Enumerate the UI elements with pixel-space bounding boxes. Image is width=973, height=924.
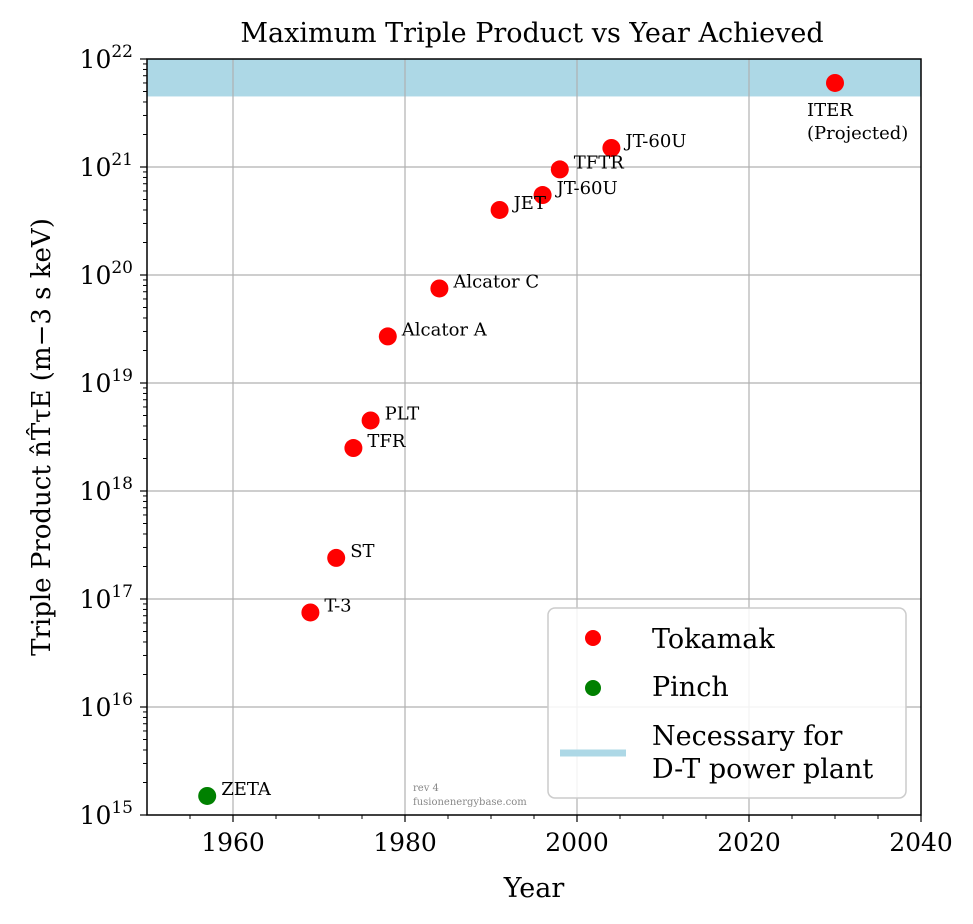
legend-marker-pinch — [585, 680, 601, 696]
x-tick-label: 2040 — [889, 828, 953, 857]
points-layer — [198, 73, 844, 805]
y-tick-label: 1015 — [80, 798, 133, 830]
y-tick-label: 1022 — [80, 42, 133, 74]
x-tick-label: 1980 — [373, 828, 437, 857]
point-label: Alcator C — [452, 271, 539, 292]
point-tokamak-t-3 — [301, 603, 320, 622]
y-tick-label: 1021 — [80, 150, 133, 182]
point-label: JT-60U — [623, 131, 686, 152]
x-tick-label: 2020 — [717, 828, 781, 857]
legend-label-band-line-2: D-T power plant — [652, 754, 873, 785]
point-label: ITER — [807, 100, 853, 121]
legend-label-tokamak: Tokamak — [652, 624, 775, 655]
point-label-line-2: (Projected) — [807, 123, 908, 144]
point-label: JET — [512, 193, 546, 214]
legend-marker-tokamak — [585, 630, 601, 646]
point-tokamak-jet — [490, 200, 509, 219]
x-ticks: 1960 1980 2000 2020 2040 — [189, 815, 953, 857]
point-tokamak-alcator-c — [430, 279, 449, 298]
point-tokamak-jt-60u — [533, 186, 552, 205]
point-tokamak-alcator-a — [378, 327, 397, 346]
point-label: T-3 — [324, 595, 351, 616]
grid-layer — [147, 59, 921, 815]
point-label: TFTR — [574, 152, 625, 173]
point-tokamak-jt-60u — [602, 138, 621, 157]
watermark: rev 4 fusionenergybase.com — [413, 783, 527, 808]
point-tokamak-plt — [361, 411, 380, 430]
legend: Tokamak Pinch Necessary for D-T power pl… — [547, 607, 907, 799]
dt-power-plant-band — [147, 59, 921, 97]
point-label: JT-60U — [555, 178, 618, 199]
y-tick-label: 1020 — [80, 258, 133, 290]
point-label: PLT — [385, 403, 420, 424]
point-label: TFR — [367, 431, 405, 452]
point-label: ZETA — [221, 779, 272, 800]
point-tokamak-tfr — [344, 439, 363, 458]
legend-label-band-line-1: Necessary for — [652, 721, 843, 752]
point-pinch-zeta — [198, 786, 217, 805]
x-axis-label: Year — [503, 873, 565, 904]
band-layer — [147, 59, 921, 97]
y-tick-label: 1017 — [80, 582, 133, 614]
y-tick-label: 1016 — [80, 690, 133, 722]
legend-label-pinch: Pinch — [652, 672, 729, 703]
legend-box — [547, 607, 907, 799]
watermark-line-2: fusionenergybase.com — [413, 797, 527, 808]
point-tokamak-tftr — [550, 160, 569, 179]
y-axis-label-group: Triple Product n̂T̂τE (m−3 s keV) — [26, 218, 57, 656]
point-tokamak-st — [327, 548, 346, 567]
y-tick-label: 1018 — [80, 474, 133, 506]
y-ticks: 1015 1016 1017 1018 1019 1020 1021 1022 — [80, 42, 147, 830]
y-axis-label: Triple Product n̂T̂τE (m−3 s keV) — [26, 218, 57, 656]
y-tick-label: 1019 — [80, 366, 133, 398]
x-tick-label: 2000 — [545, 828, 609, 857]
point-tokamak-iter — [826, 73, 844, 92]
watermark-line-1: rev 4 — [413, 783, 439, 794]
point-label: ST — [350, 541, 374, 562]
chart-title: Maximum Triple Product vs Year Achieved — [240, 18, 823, 49]
x-tick-label: 1960 — [201, 828, 265, 857]
point-label: Alcator A — [401, 319, 488, 340]
